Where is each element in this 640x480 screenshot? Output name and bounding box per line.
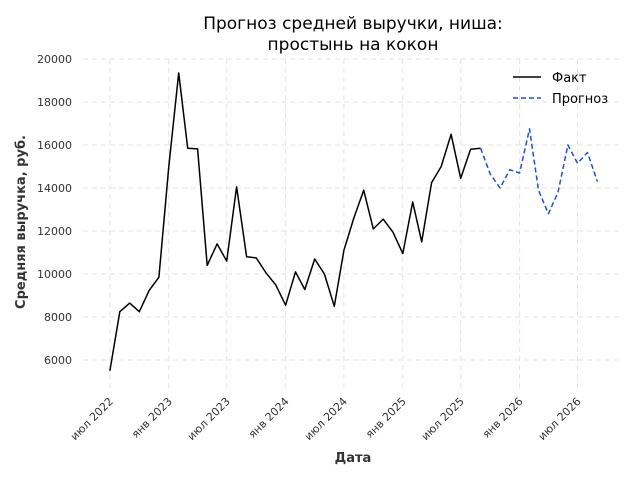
x-tick-label: янв 2025 — [363, 395, 409, 441]
y-tick-label: 14000 — [37, 182, 72, 195]
y-tick-label: 10000 — [37, 268, 72, 281]
x-tick-label: июл 2026 — [536, 395, 584, 443]
y-tick-label: 6000 — [44, 354, 72, 367]
y-tick-label: 8000 — [44, 311, 72, 324]
series-lines — [109, 72, 599, 371]
legend-label-forecast: Прогноз — [552, 92, 608, 107]
x-tick-label: июл 2024 — [302, 395, 350, 443]
series-line-fact — [109, 72, 481, 371]
y-tick-label: 20000 — [37, 53, 72, 66]
chart-title-line-1: Прогноз средней выручки, ниша: — [203, 14, 503, 34]
x-tick-labels: июл 2022 янв 2023 июл 2023 янв 2024 июл 2024… — [68, 395, 584, 443]
x-axis-label: Дата — [335, 451, 372, 466]
x-tick-label: янв 2024 — [246, 395, 292, 441]
y-axis-label: Средняя выручка, руб. — [14, 135, 29, 309]
y-gridlines — [83, 58, 623, 361]
y-tick-labels: 6000 8000 10000 12000 14000 16000 18000 20000 — [37, 53, 72, 367]
x-tick-label: июл 2022 — [68, 395, 116, 443]
x-tick-label: янв 2026 — [480, 395, 526, 441]
y-tick-label: 18000 — [37, 96, 72, 109]
chart-title-line-2: простынь на кокон — [268, 35, 439, 55]
x-gridlines — [109, 59, 579, 388]
legend-label-fact: Факт — [552, 71, 587, 86]
x-tick-label: июл 2025 — [419, 395, 467, 443]
y-tick-label: 16000 — [37, 139, 72, 152]
legend: Факт Прогноз — [513, 71, 608, 107]
series-line-forecast — [479, 128, 599, 215]
x-tick-label: июл 2023 — [185, 395, 233, 443]
x-tick-label: янв 2023 — [129, 395, 175, 441]
y-tick-label: 12000 — [37, 225, 72, 238]
